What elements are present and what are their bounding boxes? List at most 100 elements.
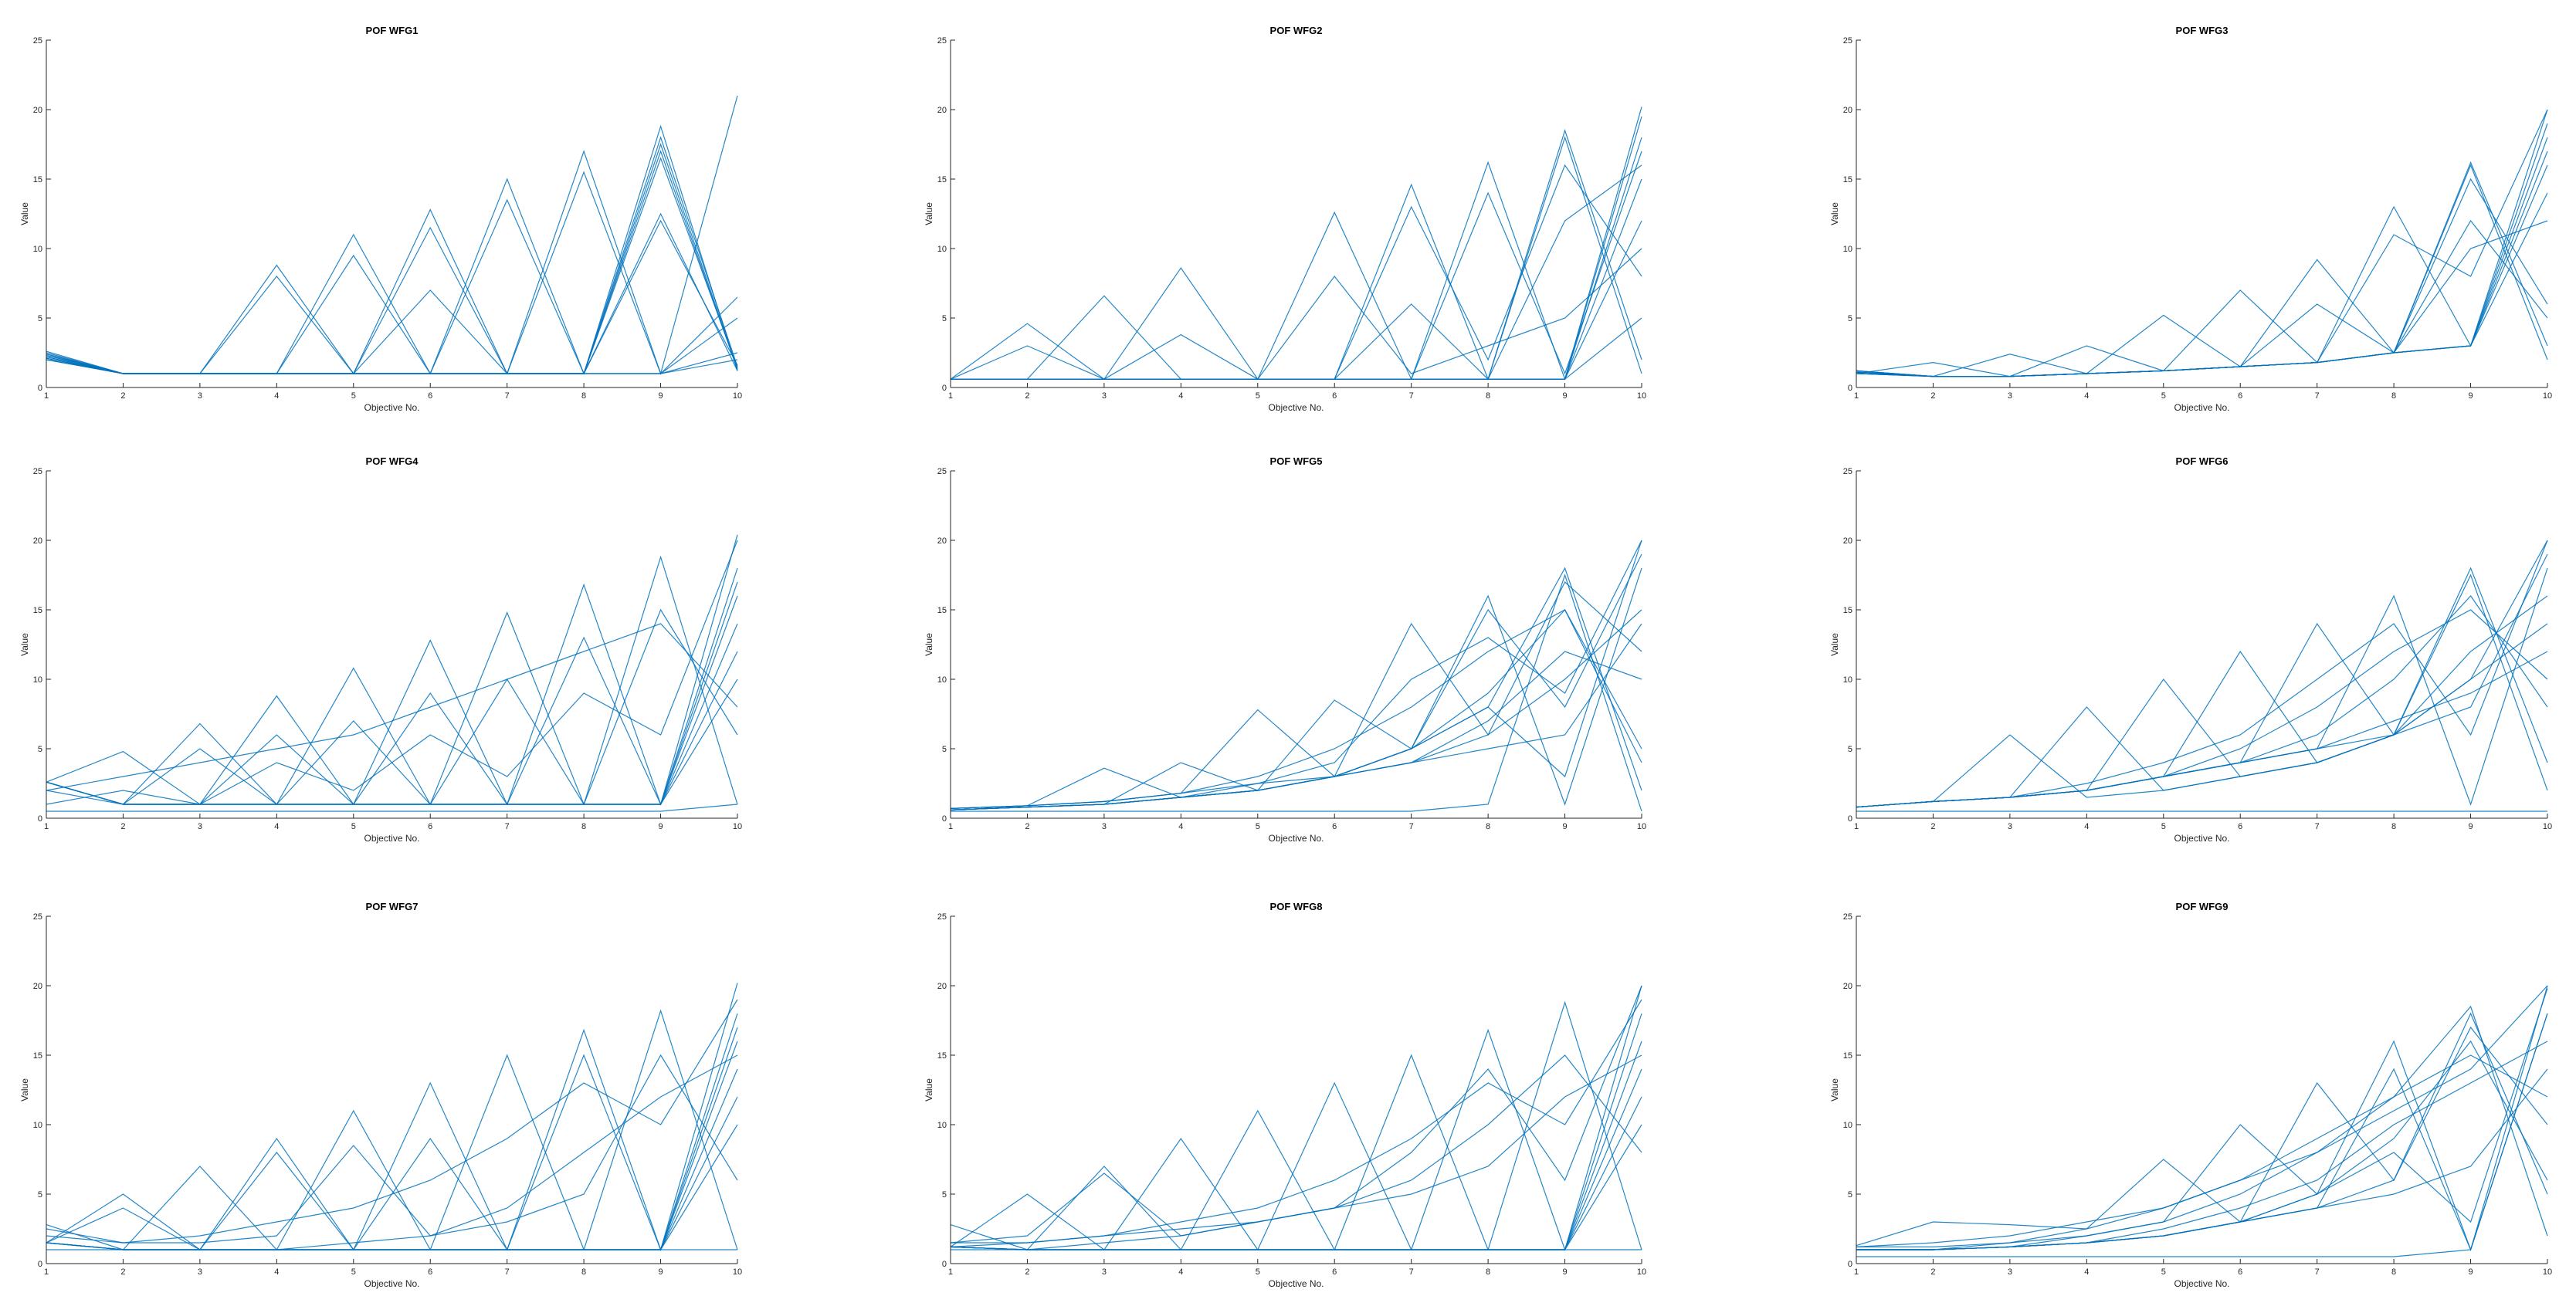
x-tick-label: 8 — [581, 822, 586, 831]
x-tick-label: 4 — [274, 822, 279, 831]
series-line-9 — [1856, 164, 2548, 377]
series-line-3 — [46, 567, 738, 805]
x-tick-label: 6 — [428, 391, 432, 401]
y-tick-label: 20 — [1843, 982, 1852, 991]
y-axis-label: Value — [924, 633, 934, 656]
y-tick-label: 15 — [937, 606, 947, 615]
series-line-2 — [1856, 574, 2548, 808]
series-line-4 — [1856, 178, 2548, 377]
x-tick-label: 9 — [658, 391, 663, 401]
x-tick-label: 7 — [505, 391, 510, 401]
series-line-1 — [1856, 1005, 2548, 1247]
series-line-1 — [46, 124, 738, 374]
series-line-10 — [1856, 109, 2548, 377]
x-tick-label: 5 — [2161, 391, 2166, 401]
x-tick-label: 8 — [1486, 1267, 1490, 1277]
series-line-8 — [46, 623, 738, 791]
x-tick-label: 1 — [44, 1267, 49, 1277]
series-line-4 — [1856, 1026, 2548, 1250]
chart-svg: 1 2 3 4 5 6 7 8 9 10 0 5 10 15 20 25 POF WFG2 Objective N… — [924, 25, 1646, 413]
x-tick-label: 1 — [948, 822, 953, 831]
series-line-8 — [950, 567, 1642, 810]
x-tick-label: 10 — [733, 1267, 742, 1277]
chart-svg: 1 2 3 4 5 6 7 8 9 10 0 5 10 15 20 25 POF WFG9 Objective N… — [1829, 901, 2552, 1289]
x-tick-label: 10 — [733, 391, 742, 401]
series-line-5 — [951, 116, 1642, 380]
y-tick-label: 15 — [1843, 606, 1852, 615]
x-tick-label: 5 — [351, 391, 356, 401]
series-line-2 — [46, 1009, 738, 1250]
y-tick-label: 15 — [937, 175, 947, 184]
x-tick-label: 7 — [1409, 1267, 1414, 1277]
series-line-6 — [46, 150, 738, 374]
series-line-7 — [1856, 567, 2548, 808]
series-line-12 — [46, 581, 738, 806]
series-line-2 — [46, 150, 738, 374]
y-tick-label: 0 — [38, 1260, 42, 1269]
chart-svg: 1 2 3 4 5 6 7 8 9 10 0 5 10 15 20 25 POF WFG3 Objective N… — [1829, 25, 2552, 413]
series-line-1 — [950, 567, 1642, 810]
y-tick-label: 5 — [1848, 1190, 1852, 1200]
x-tick-label: 9 — [1562, 391, 1567, 401]
series-line-10 — [951, 151, 1642, 380]
y-tick-label: 0 — [38, 814, 42, 824]
series-line-6 — [1856, 567, 2548, 808]
x-tick-label: 2 — [120, 391, 125, 401]
y-tick-label: 5 — [38, 314, 42, 323]
y-tick-label: 0 — [942, 1260, 947, 1269]
series-line-1 — [950, 985, 1642, 1250]
chart-title: POF WFG9 — [2176, 901, 2229, 912]
x-tick-label: 10 — [2543, 391, 2552, 401]
y-tick-label: 25 — [33, 36, 42, 46]
series-line-4 — [950, 1041, 1642, 1250]
series-line-3 — [46, 157, 738, 374]
x-tick-label: 4 — [1178, 391, 1183, 401]
x-tick-label: 6 — [2238, 391, 2242, 401]
x-tick-label: 3 — [1102, 1267, 1107, 1277]
series-line-11 — [950, 985, 1642, 1244]
chart-svg: 1 2 3 4 5 6 7 8 9 10 0 5 10 15 20 25 POF WFG6 Objective N… — [1829, 455, 2552, 844]
x-tick-label: 6 — [428, 1267, 432, 1277]
x-axis-label: Objective No. — [1268, 833, 1324, 844]
series-line-4 — [950, 553, 1642, 810]
series-line-6 — [46, 1081, 738, 1250]
series-line-11 — [1856, 219, 2548, 377]
y-tick-label: 15 — [33, 606, 42, 615]
chart-title: POF WFG6 — [2176, 455, 2229, 467]
series-line-9 — [46, 999, 738, 1244]
x-tick-label: 1 — [948, 1267, 953, 1277]
series-line-2 — [1856, 109, 2548, 377]
x-tick-label: 3 — [198, 391, 202, 401]
series-line-12 — [951, 164, 1642, 381]
series-line-5 — [1856, 151, 2548, 377]
y-tick-label: 20 — [937, 982, 947, 991]
x-tick-label: 2 — [120, 822, 125, 831]
series-group — [1856, 540, 2548, 812]
series-line-7 — [1856, 164, 2548, 377]
x-tick-label: 8 — [581, 1267, 586, 1277]
chart-title: POF WFG8 — [1270, 901, 1323, 912]
x-tick-label: 5 — [351, 1267, 356, 1277]
x-tick-label: 10 — [1637, 391, 1646, 401]
y-tick-label: 25 — [1843, 912, 1852, 922]
y-axis-label: Value — [19, 633, 30, 656]
y-tick-label: 0 — [942, 814, 947, 824]
y-tick-label: 5 — [38, 745, 42, 754]
series-group — [1856, 985, 2548, 1257]
x-tick-label: 9 — [658, 822, 663, 831]
x-tick-label: 2 — [1025, 391, 1029, 401]
y-axis-label: Value — [1829, 1078, 1840, 1101]
series-group — [46, 983, 738, 1251]
series-line-4 — [46, 595, 738, 805]
x-tick-label: 3 — [198, 1267, 202, 1277]
chart-svg: 1 2 3 4 5 6 7 8 9 10 0 5 10 15 20 25 POF WFG5 Objective N… — [924, 455, 1646, 844]
chart-title: POF WFG2 — [1270, 25, 1323, 36]
series-line-8 — [1856, 123, 2548, 377]
series-line-10 — [46, 143, 738, 374]
x-tick-label: 5 — [1256, 1267, 1260, 1277]
series-group — [46, 534, 738, 812]
x-axis-label: Objective No. — [2174, 1278, 2229, 1289]
x-axis-label: Objective No. — [364, 402, 419, 413]
x-tick-label: 9 — [1562, 1267, 1567, 1277]
y-tick-label: 25 — [1843, 36, 1852, 46]
